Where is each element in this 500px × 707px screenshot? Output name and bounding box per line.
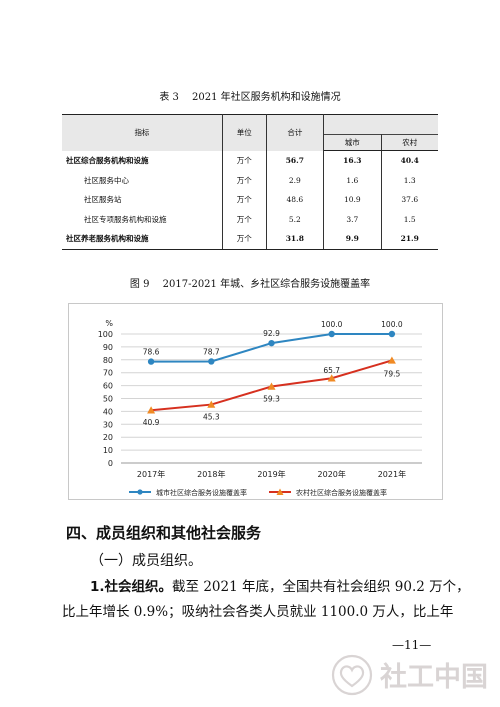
- header-indicator: 指标: [62, 114, 223, 151]
- row-name: 社区综合服务机构和设施: [62, 150, 223, 171]
- data-label: 78.6: [143, 348, 160, 357]
- row-total: 2.9: [266, 170, 325, 190]
- y-tick-label: 20: [103, 433, 113, 442]
- watermark-logo: 社工中国: [331, 654, 488, 696]
- row-rural: 40.4: [400, 156, 419, 166]
- table-row: 社区养老服务机构和设施 万个 31.8 9.9 21.9: [62, 229, 438, 250]
- row-unit: 万个: [222, 209, 267, 229]
- header-urban: 城市: [323, 134, 382, 151]
- data-label: 65.7: [323, 366, 340, 375]
- y-axis-label: %: [105, 319, 113, 328]
- legend-label: 农村社区综合服务设施覆盖率: [296, 488, 387, 497]
- paragraph-line-2: 比上年增长 0.9%；吸纳社会各类人员就业 1100.0 万人，比上年: [62, 604, 454, 620]
- watermark-text: 社工中国: [380, 661, 488, 693]
- row-total: 48.6: [266, 190, 325, 210]
- paragraph-lead: 1.社会组织。: [90, 579, 173, 595]
- row-name: 社区养老服务机构和设施: [62, 229, 223, 250]
- legend-label: 城市社区综合服务设施覆盖率: [156, 488, 247, 497]
- paragraph-text: 截至 2021 年底，全国共有社会组织 90.2 万个，: [172, 579, 470, 595]
- data-label: 59.3: [263, 395, 280, 404]
- data-point: [388, 330, 396, 338]
- data-point: [267, 382, 276, 390]
- y-tick-label: 40: [103, 407, 113, 416]
- x-tick-label: 2017年: [137, 469, 165, 479]
- row-unit: 万个: [222, 190, 267, 210]
- header-total: 合计: [266, 114, 325, 151]
- data-point: [387, 356, 396, 364]
- x-tick-label: 2020年: [318, 469, 346, 479]
- table-title: 表 3 2021 年社区服务机构和设施情况: [159, 92, 341, 103]
- heart-logo-icon: [331, 654, 373, 696]
- data-label: 78.7: [203, 347, 220, 356]
- y-tick-label: 90: [103, 343, 113, 352]
- row-name: 社区服务中心: [62, 170, 223, 190]
- table-row: 社区专项服务机构和设施 万个 5.2 3.7 1.5: [62, 209, 438, 229]
- row-unit: 万个: [222, 229, 267, 250]
- data-label: 100.0: [321, 320, 343, 329]
- table-row: 社区综合服务机构和设施 万个 56.7 16.3 40.4: [62, 150, 438, 171]
- row-total: 31.8: [266, 229, 325, 250]
- header-unit: 单位: [222, 114, 267, 151]
- y-tick-label: 30: [103, 420, 113, 429]
- chart-title: 图 9 2017-2021 年城、乡社区综合服务设施覆盖率: [129, 279, 371, 290]
- row-rural: 21.9: [381, 229, 438, 250]
- row-unit: 万个: [222, 170, 267, 190]
- data-label: 100.0: [381, 320, 403, 329]
- y-tick-label: 50: [103, 395, 113, 404]
- service-facilities-table: 指标 单位 合计 城市 农村 社区综合服务机构和设施 万个 56.7 16.3 …: [62, 114, 438, 250]
- data-label: 92.9: [263, 329, 280, 338]
- table-row: 社区服务中心 万个 2.9 1.6 1.3: [62, 170, 438, 190]
- y-tick-label: 80: [103, 356, 113, 365]
- y-tick-label: 70: [103, 369, 113, 378]
- data-point: [268, 339, 275, 347]
- page-number: —11—: [392, 638, 432, 652]
- data-point: [328, 330, 335, 338]
- paragraph-line-1: 1.社会组织。截至 2021 年底，全国共有社会组织 90.2 万个，: [90, 575, 470, 595]
- header-rural: 农村: [381, 134, 438, 151]
- x-tick-label: 2021年: [378, 469, 406, 479]
- y-tick-label: 10: [103, 446, 113, 455]
- x-tick-label: 2019年: [257, 469, 285, 479]
- data-label: 45.3: [203, 413, 220, 422]
- row-rural: 37.6: [401, 195, 419, 205]
- table-row: 社区服务站 万个 48.6 10.9 37.6: [62, 190, 438, 210]
- section-heading: 四、成员组织和其他社会服务: [66, 524, 262, 542]
- legend-marker: [137, 489, 143, 495]
- sub-heading: （一）成员组织。: [90, 553, 202, 569]
- row-urban: 16.3: [323, 150, 382, 171]
- y-tick-label: 100: [98, 330, 113, 339]
- row-total: 5.2: [266, 209, 325, 229]
- data-point: [327, 374, 336, 382]
- y-tick-label: 60: [103, 382, 113, 391]
- row-rural: 1.3: [403, 175, 416, 185]
- data-point: [147, 358, 155, 365]
- y-tick-label: 0: [108, 459, 113, 468]
- row-name: 社区专项服务机构和设施: [62, 209, 223, 229]
- row-urban: 1.6: [323, 170, 382, 190]
- data-point: [207, 400, 216, 408]
- row-urban: 10.9: [323, 190, 382, 210]
- data-point: [147, 406, 156, 414]
- data-label: 79.5: [384, 369, 401, 378]
- row-urban: 3.7: [323, 209, 382, 229]
- row-rural: 1.5: [403, 214, 416, 224]
- coverage-line-chart: 0 10 20 30 40 50 60 70 80 90 100% 2017年 2018年 2019年 20…: [68, 303, 443, 500]
- header-split-blank: [323, 114, 438, 135]
- data-point: [208, 358, 215, 365]
- data-label: 40.9: [143, 418, 160, 427]
- chart-canvas: 0 10 20 30 40 50 60 70 80 90 100% 2017年 2018年 2019年 20…: [98, 319, 422, 497]
- legend-marker: [276, 488, 284, 495]
- row-total: 56.7: [266, 150, 325, 171]
- row-urban: 9.9: [323, 229, 382, 250]
- x-tick-label: 2018年: [197, 469, 225, 479]
- row-unit: 万个: [222, 150, 267, 171]
- row-name: 社区服务站: [62, 190, 223, 210]
